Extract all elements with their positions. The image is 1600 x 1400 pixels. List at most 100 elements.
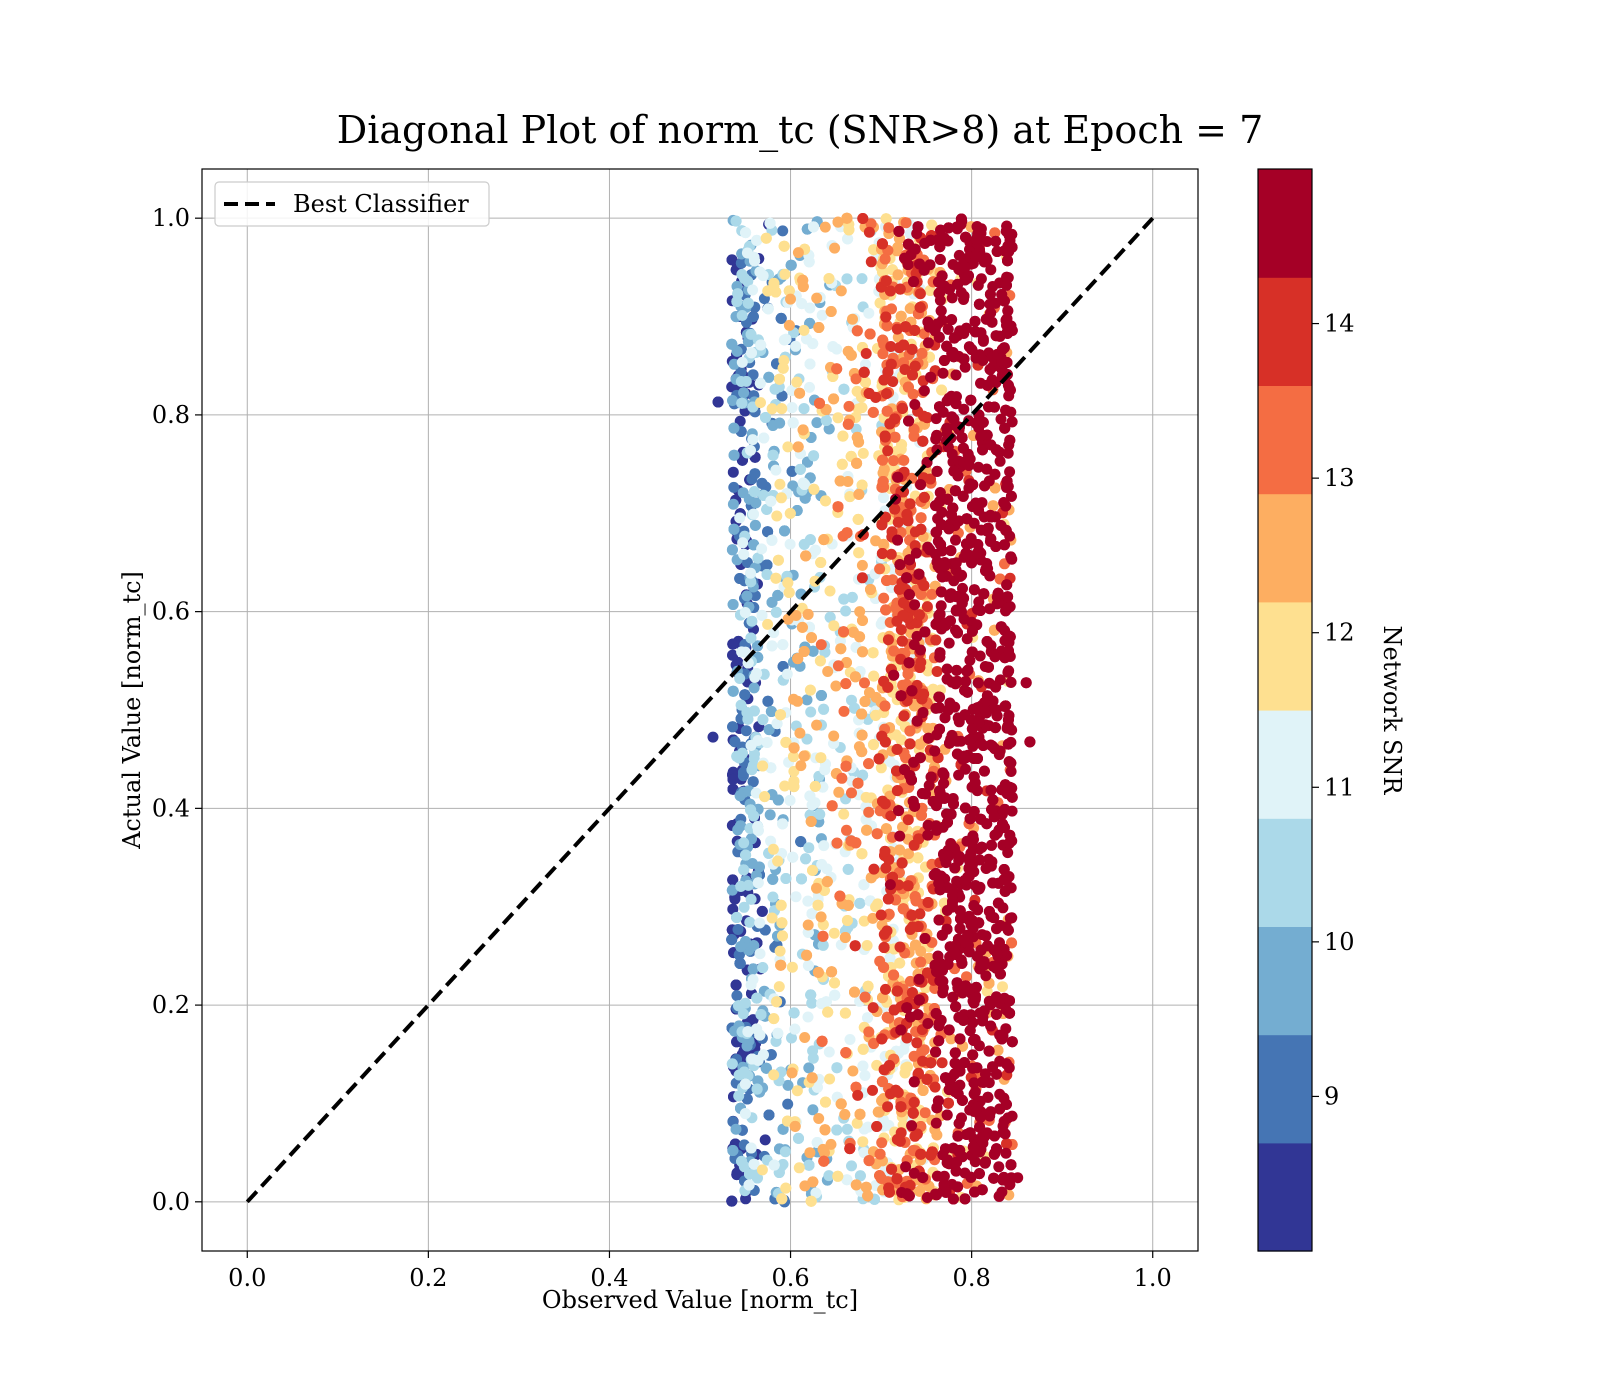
- scatter-point: [734, 673, 746, 684]
- scatter-point: [757, 962, 769, 974]
- scatter-point: [914, 662, 926, 673]
- scatter-point: [726, 934, 738, 946]
- scatter-point: [830, 680, 842, 692]
- scatter-point: [761, 559, 773, 571]
- scatter-point: [915, 956, 927, 968]
- scatter-point: [802, 960, 814, 971]
- scatter-point: [772, 589, 784, 601]
- scatter-point: [826, 966, 838, 978]
- scatter-point: [730, 1123, 742, 1135]
- scatter-point: [756, 477, 768, 489]
- scatter-point: [790, 340, 802, 352]
- scatter-point: [756, 543, 768, 555]
- scatter-point: [747, 284, 759, 296]
- scatter-point: [727, 903, 739, 915]
- scatter-point: [748, 753, 760, 765]
- scatter-point: [751, 234, 763, 246]
- scatter-point: [931, 666, 943, 677]
- scatter-point: [763, 371, 775, 383]
- scatter-point: [821, 876, 833, 888]
- scatter-point: [936, 1057, 948, 1069]
- scatter-point: [798, 750, 810, 762]
- scatter-point: [768, 1069, 780, 1081]
- scatter-point: [809, 544, 821, 556]
- scatter-point: [745, 893, 757, 905]
- scatter-point: [878, 942, 890, 953]
- scatter-point: [879, 430, 891, 442]
- scatter-point: [873, 753, 885, 765]
- scatter-point: [786, 465, 798, 477]
- scatter-point: [863, 806, 875, 818]
- scatter-point: [752, 877, 764, 889]
- scatter-point: [727, 721, 739, 733]
- scatter-point: [812, 899, 824, 911]
- scatter-point: [867, 647, 879, 659]
- scatter-point: [906, 909, 918, 921]
- scatter-point: [788, 1007, 800, 1019]
- scatter-point: [805, 816, 817, 827]
- scatter-point: [847, 313, 858, 325]
- scatter-point: [766, 403, 778, 415]
- scatter-point: [808, 221, 819, 233]
- scatter-point: [840, 760, 852, 772]
- scatter-point: [867, 1084, 878, 1096]
- scatter-point: [815, 639, 827, 651]
- scatter-point: [835, 285, 847, 297]
- scatter-point: [900, 217, 912, 229]
- scatter-point: [783, 587, 795, 598]
- scatter-point: [877, 454, 889, 466]
- scatter-point: [838, 626, 849, 638]
- scatter-point: [833, 786, 845, 798]
- scatter-point: [892, 516, 904, 528]
- scatter-point: [902, 1061, 913, 1073]
- scatter-point: [768, 1013, 780, 1025]
- scatter-point: [792, 441, 804, 453]
- scatter-point: [824, 1073, 836, 1085]
- scatter-point: [882, 445, 894, 457]
- scatter-point: [751, 992, 763, 1004]
- scatter-point: [746, 764, 758, 776]
- scatter-point: [765, 495, 777, 507]
- scatter-point: [779, 1146, 791, 1158]
- scatter-point: [749, 519, 761, 531]
- scatter-point: [774, 417, 786, 429]
- scatter-point: [816, 1035, 828, 1047]
- scatter-point: [841, 824, 852, 836]
- scatter-point: [741, 590, 753, 602]
- scatter-point: [807, 1176, 819, 1188]
- scatter-point: [856, 746, 868, 758]
- scatter-point: [863, 226, 875, 238]
- scatter-point: [772, 1027, 784, 1039]
- scatter-point: [732, 924, 744, 935]
- scatter-point: [726, 544, 738, 556]
- scatter-point: [941, 905, 953, 916]
- scatter-point: [890, 1084, 902, 1096]
- scatter-point: [837, 430, 849, 442]
- scatter-point: [868, 739, 879, 751]
- scatter-point: [856, 559, 868, 571]
- scatter-point: [787, 480, 799, 492]
- scatter-point: [822, 666, 834, 677]
- scatter-point: [731, 296, 743, 307]
- scatter-point: [777, 362, 789, 374]
- scatter-point: [772, 855, 784, 867]
- scatter-point: [737, 537, 749, 549]
- scatter-point: [820, 495, 831, 507]
- scatter-point: [838, 705, 850, 717]
- scatter-point: [813, 1113, 825, 1124]
- scatter-point: [844, 1143, 856, 1155]
- scatter-point: [930, 634, 942, 646]
- scatter-point: [895, 310, 907, 322]
- scatter-point: [764, 809, 776, 821]
- scatter-point: [736, 1155, 748, 1167]
- scatter-point: [762, 618, 774, 630]
- scatter-point: [815, 690, 827, 701]
- scatter-point: [856, 572, 868, 584]
- scatter-point: [911, 1037, 923, 1049]
- scatter-point: [824, 585, 836, 597]
- scatter-point: [802, 919, 814, 931]
- scatter-point: [731, 990, 743, 1002]
- scatter-point: [746, 1053, 758, 1065]
- scatter-point: [912, 852, 924, 864]
- scatter-point: [787, 851, 799, 863]
